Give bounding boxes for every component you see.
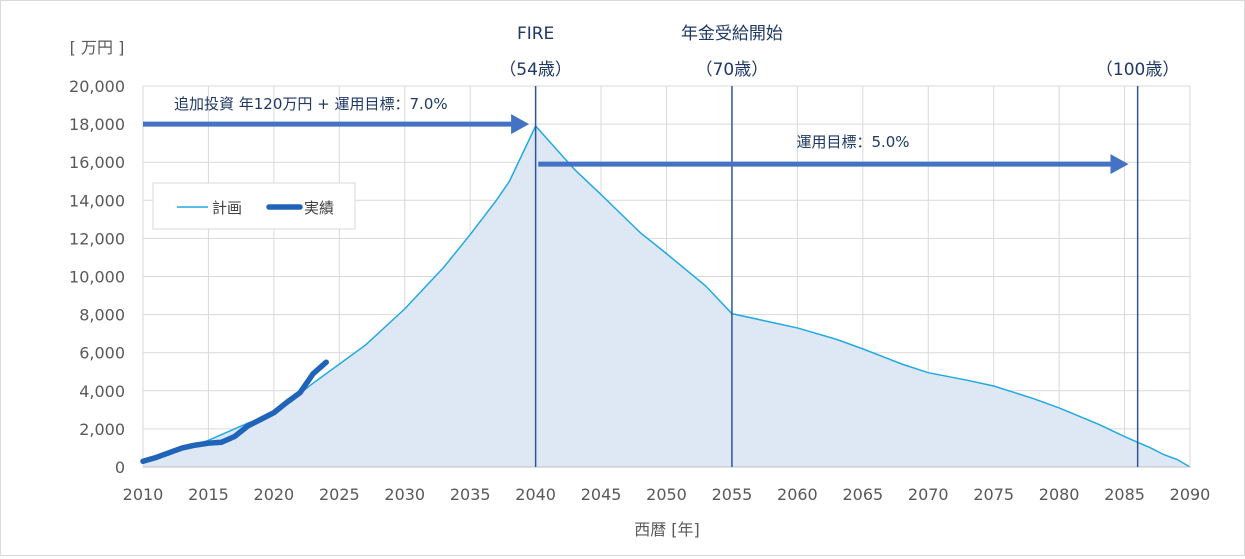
x-tick-label: 2035 [450,485,491,504]
milestone-label: FIRE [517,24,554,44]
x-tick-label: 2040 [515,485,556,504]
y-tick-label: 2,000 [79,420,125,439]
x-tick-label: 2055 [712,485,753,504]
plan-area-fill [143,126,1190,467]
milestone-age-label: （54歳） [499,60,572,80]
x-tick-label: 2010 [123,485,164,504]
legend-label-plan: 計画 [212,199,242,217]
y-tick-label: 10,000 [69,268,125,287]
arrow-head [511,114,530,135]
x-tick-label: 2045 [581,485,622,504]
x-axis-title: 西暦 [年] [634,520,700,539]
arrow-label: 運用目標：5.0% [796,133,909,151]
legend-box [152,182,356,230]
milestone-age-label: （70歳） [696,60,769,80]
plan-series-line [142,124,1191,468]
x-tick-label: 2020 [254,485,295,504]
y-tick-label: 18,000 [69,115,125,134]
y-axis-title: [ 万円 ] [70,38,125,57]
x-tick-label: 2075 [973,485,1014,504]
y-tick-label: 20,000 [69,77,125,96]
y-tick-label: 4,000 [79,382,125,401]
milestone-age-label: （100歳） [1096,60,1179,80]
x-tick-label: 2085 [1104,485,1145,504]
actual-series-line [140,359,329,465]
x-tick-label: 2065 [842,485,883,504]
x-tick-label: 2015 [188,485,229,504]
y-tick-label: 16,000 [69,153,125,172]
legend-label-actual: 実績 [304,199,334,217]
x-tick-label: 2060 [777,485,818,504]
y-tick-label: 8,000 [79,306,125,325]
x-tick-label: 2030 [384,485,425,504]
y-tick-label: 6,000 [79,344,125,363]
x-tick-label: 2080 [1039,485,1080,504]
y-tick-label: 14,000 [69,191,125,210]
y-tick-label: 0 [115,458,125,477]
arrow-head [1110,154,1129,175]
milestone-label: 年金受給開始 [681,24,783,44]
x-tick-label: 2090 [1170,485,1211,504]
x-tick-label: 2025 [319,485,360,504]
x-tick-label: 2070 [908,485,949,504]
y-tick-label: 12,000 [69,229,125,248]
arrow-label: 追加投資 年120万円 + 運用目標：7.0% [174,95,448,113]
x-tick-label: 2050 [646,485,687,504]
